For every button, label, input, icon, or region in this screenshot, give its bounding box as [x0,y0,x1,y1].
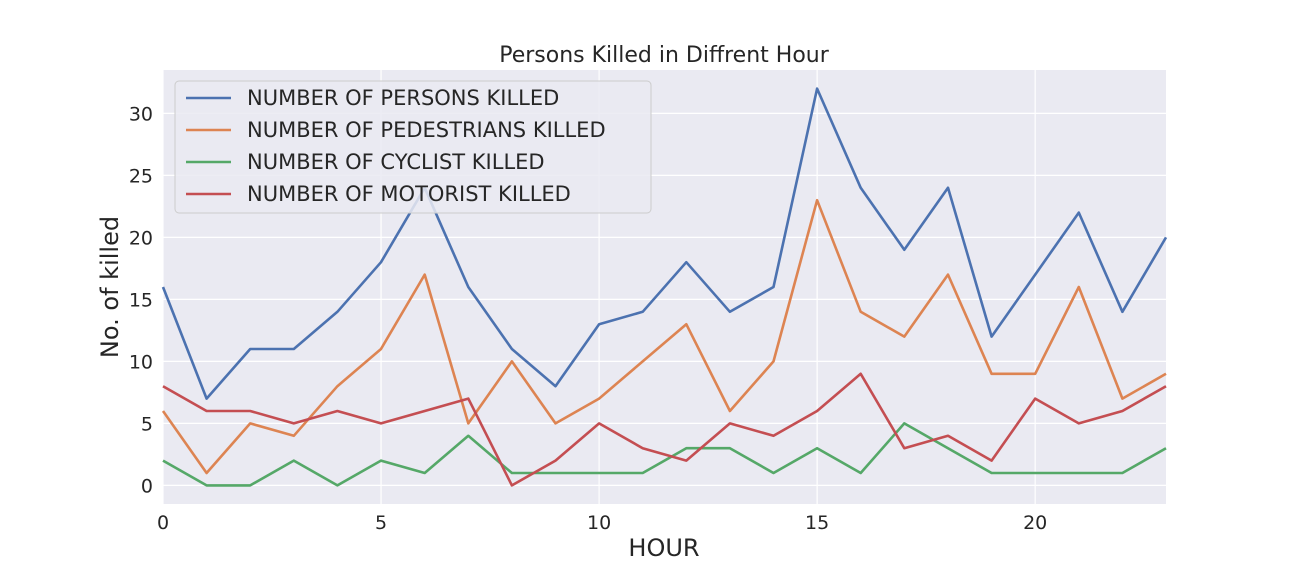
legend: NUMBER OF PERSONS KILLED NUMBER OF PEDEST… [174,80,652,214]
legend-box [174,80,652,214]
y-axis-label: No. of killed [96,216,124,358]
series-line-2 [161,198,1167,475]
y-tick-label: 20 [129,227,153,249]
legend-label-4: NUMBER OF MOTORIST KILLED [247,182,571,206]
series-line-4 [162,372,1167,487]
series-lines [161,87,1168,487]
y-tick-label: 30 [129,103,153,125]
legend-label-1: NUMBER OF PERSONS KILLED [247,86,559,110]
series-line-1 [161,87,1168,400]
legend-label-2: NUMBER OF PEDESTRIANS KILLED [247,118,606,142]
x-tick-label: 15 [805,512,829,534]
y-tick-label: 10 [129,351,153,373]
y-tick-label: 25 [129,165,153,187]
chart-title: Persons Killed in Diffrent Hour [499,43,830,68]
y-tick-label: 15 [129,289,153,311]
x-tick-labels: 0 5 10 15 20 [157,512,1047,534]
series-line-3 [162,422,1167,487]
y-tick-labels: 0 5 10 15 20 25 30 [129,103,153,497]
x-axis-label: HOUR [628,534,699,562]
x-tick-label: 10 [587,512,611,534]
x-tick-label: 20 [1023,512,1047,534]
x-tick-label: 0 [157,512,169,534]
legend-label-3: NUMBER OF CYCLIST KILLED [247,150,545,174]
y-tick-label: 5 [141,413,153,435]
x-tick-label: 5 [375,512,387,534]
y-tick-label: 0 [141,475,153,497]
